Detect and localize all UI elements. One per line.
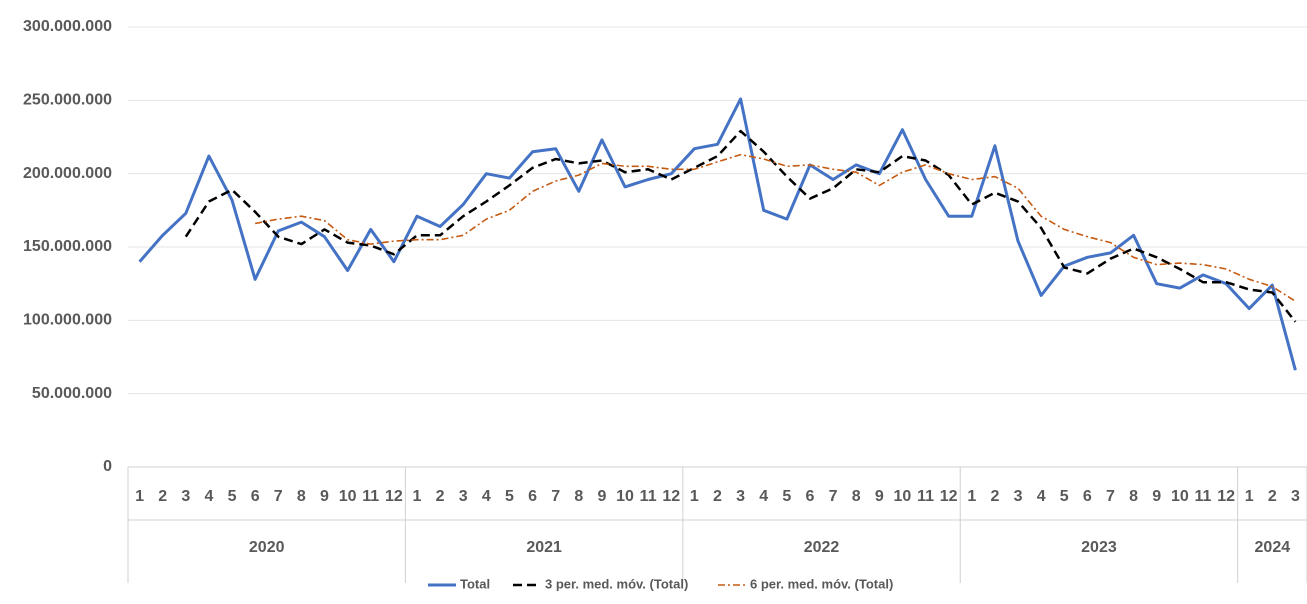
- x-tick-label: 10: [1171, 488, 1189, 505]
- series-line: [254, 153, 1296, 302]
- x-tick-label: 11: [917, 488, 934, 505]
- x-tick-label: 3: [1014, 488, 1023, 505]
- x-tick-label: 3: [181, 488, 190, 505]
- x-tick-label: 9: [1152, 488, 1161, 505]
- y-tick-label: 100.000.000: [23, 312, 112, 329]
- x-tick-label: 3: [1291, 488, 1300, 505]
- x-tick-label: 6: [1083, 488, 1092, 505]
- x-tick-label: 3: [459, 488, 468, 505]
- x-tick-label: 12: [1217, 488, 1235, 505]
- x-tick-label: 7: [829, 488, 838, 505]
- legend-label: 3 per. med. móv. (Total): [545, 576, 688, 591]
- x-tick-label: 4: [1037, 488, 1046, 505]
- x-tick-label: 11: [1195, 488, 1212, 505]
- x-tick-label: 1: [1245, 488, 1254, 505]
- x-tick-label: 7: [551, 488, 560, 505]
- y-tick-label: 0: [103, 458, 112, 475]
- x-group-label: 2024: [1255, 539, 1291, 556]
- y-tick-label: 200.000.000: [23, 165, 112, 182]
- x-tick-label: 8: [297, 488, 306, 505]
- x-tick-label: 4: [204, 488, 213, 505]
- x-tick-label: 5: [228, 488, 237, 505]
- x-tick-label: 12: [662, 488, 680, 505]
- x-tick-label: 9: [597, 488, 606, 505]
- x-tick-label: 4: [759, 488, 768, 505]
- x-tick-label: 10: [616, 488, 634, 505]
- series-line: [138, 97, 1297, 371]
- x-tick-label: 11: [362, 488, 379, 505]
- x-tick-label: 12: [385, 488, 403, 505]
- x-tick-label: 2: [436, 488, 445, 505]
- y-tick-label: 250.000.000: [23, 92, 112, 109]
- x-tick-label: 5: [1060, 488, 1069, 505]
- x-tick-label: 10: [339, 488, 357, 505]
- x-tick-label: 2: [158, 488, 167, 505]
- x-tick-label: 1: [967, 488, 976, 505]
- x-tick-label: 5: [505, 488, 514, 505]
- y-tick-label: 50.000.000: [32, 385, 112, 402]
- x-tick-label: 9: [875, 488, 884, 505]
- x-tick-label: 2: [990, 488, 999, 505]
- x-tick-label: 1: [413, 488, 422, 505]
- x-tick-label: 2: [713, 488, 722, 505]
- x-group-label: 2021: [526, 539, 562, 556]
- x-tick-label: 1: [690, 488, 699, 505]
- x-tick-label: 1: [135, 488, 144, 505]
- x-group-label: 2023: [1081, 539, 1117, 556]
- x-tick-label: 6: [251, 488, 260, 505]
- x-group-label: 2022: [804, 539, 840, 556]
- x-tick-label: 7: [274, 488, 283, 505]
- x-tick-label: 9: [320, 488, 329, 505]
- x-tick-label: 8: [574, 488, 583, 505]
- x-tick-label: 4: [482, 488, 491, 505]
- x-tick-label: 6: [528, 488, 537, 505]
- y-tick-label: 300.000.000: [23, 18, 112, 35]
- x-group-label: 2020: [249, 539, 285, 556]
- y-tick-label: 150.000.000: [23, 238, 112, 255]
- series-line: [184, 129, 1297, 323]
- x-tick-label: 8: [1129, 488, 1138, 505]
- x-tick-label: 3: [736, 488, 745, 505]
- x-tick-label: 11: [640, 488, 657, 505]
- x-tick-label: 10: [894, 488, 912, 505]
- legend-label: 6 per. med. móv. (Total): [750, 576, 893, 591]
- x-tick-label: 8: [852, 488, 861, 505]
- x-tick-label: 6: [806, 488, 815, 505]
- x-tick-label: 7: [1106, 488, 1115, 505]
- legend-label: Total: [460, 576, 490, 591]
- x-tick-label: 12: [940, 488, 958, 505]
- x-tick-label: 5: [782, 488, 791, 505]
- x-tick-label: 2: [1268, 488, 1277, 505]
